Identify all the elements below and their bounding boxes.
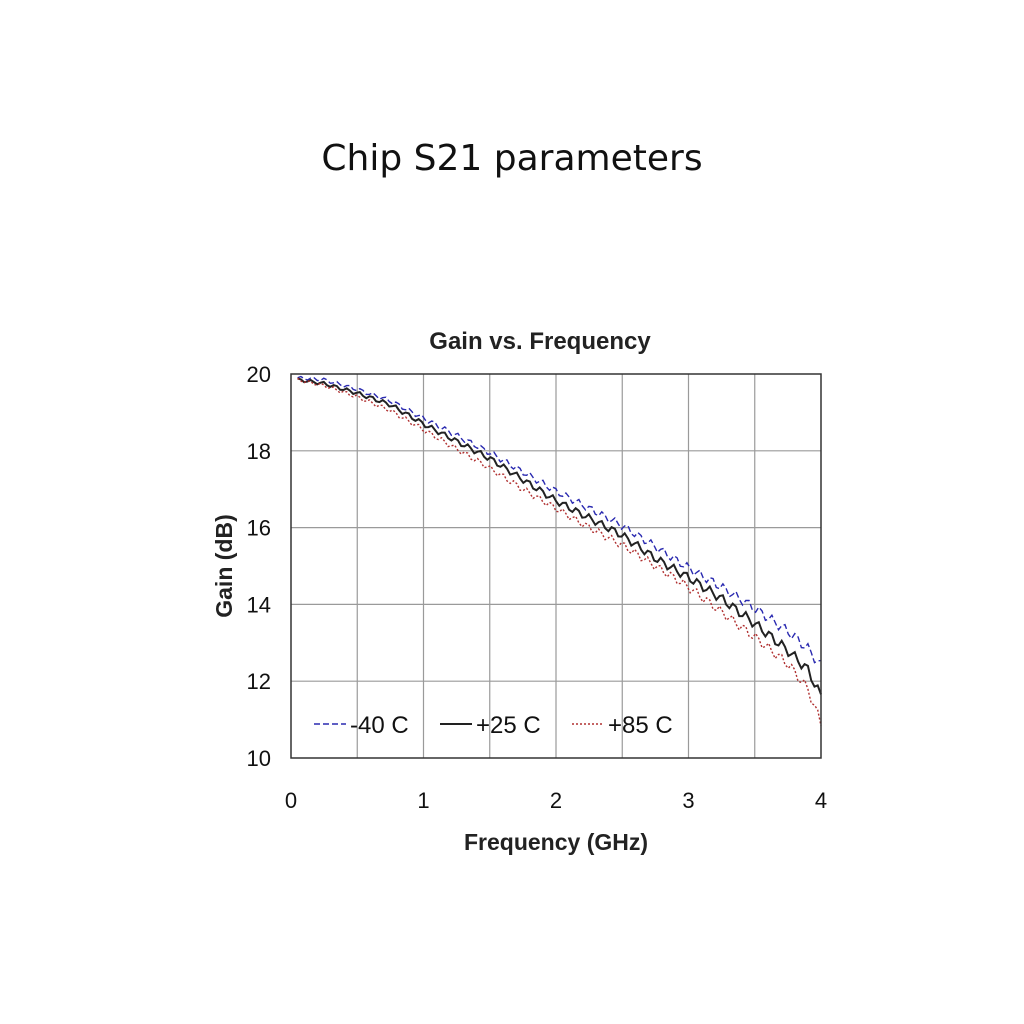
x-tick-label: 3 bbox=[682, 788, 694, 813]
y-tick-label: 20 bbox=[247, 362, 271, 387]
plot-frame bbox=[290, 373, 822, 759]
legend: -40 C +25 C +85 C bbox=[314, 712, 673, 739]
x-tick-label: 2 bbox=[550, 788, 562, 813]
series-line bbox=[297, 377, 822, 727]
legend-label: +25 C bbox=[476, 712, 541, 739]
y-tick-label: 16 bbox=[247, 516, 271, 541]
x-tick-label: 0 bbox=[285, 788, 297, 813]
x-tick-label: 4 bbox=[815, 788, 827, 813]
x-axis-label: Frequency (GHz) bbox=[464, 829, 648, 855]
series-line bbox=[297, 375, 822, 664]
x-tick-label: 1 bbox=[417, 788, 429, 813]
y-tick-label: 12 bbox=[247, 669, 271, 694]
grid bbox=[291, 374, 821, 758]
y-tick-label: 18 bbox=[247, 439, 271, 464]
chart-title: Gain vs. Frequency bbox=[429, 328, 651, 355]
legend-label: -40 C bbox=[350, 712, 409, 739]
legend-label: +85 C bbox=[608, 712, 673, 739]
series-lines bbox=[297, 375, 822, 727]
y-axis-label: Gain (dB) bbox=[211, 514, 237, 618]
y-tick-label: 10 bbox=[247, 746, 271, 771]
page-title: Chip S21 parameters bbox=[321, 138, 703, 179]
y-tick-label: 14 bbox=[247, 592, 271, 617]
series-line bbox=[297, 377, 822, 695]
